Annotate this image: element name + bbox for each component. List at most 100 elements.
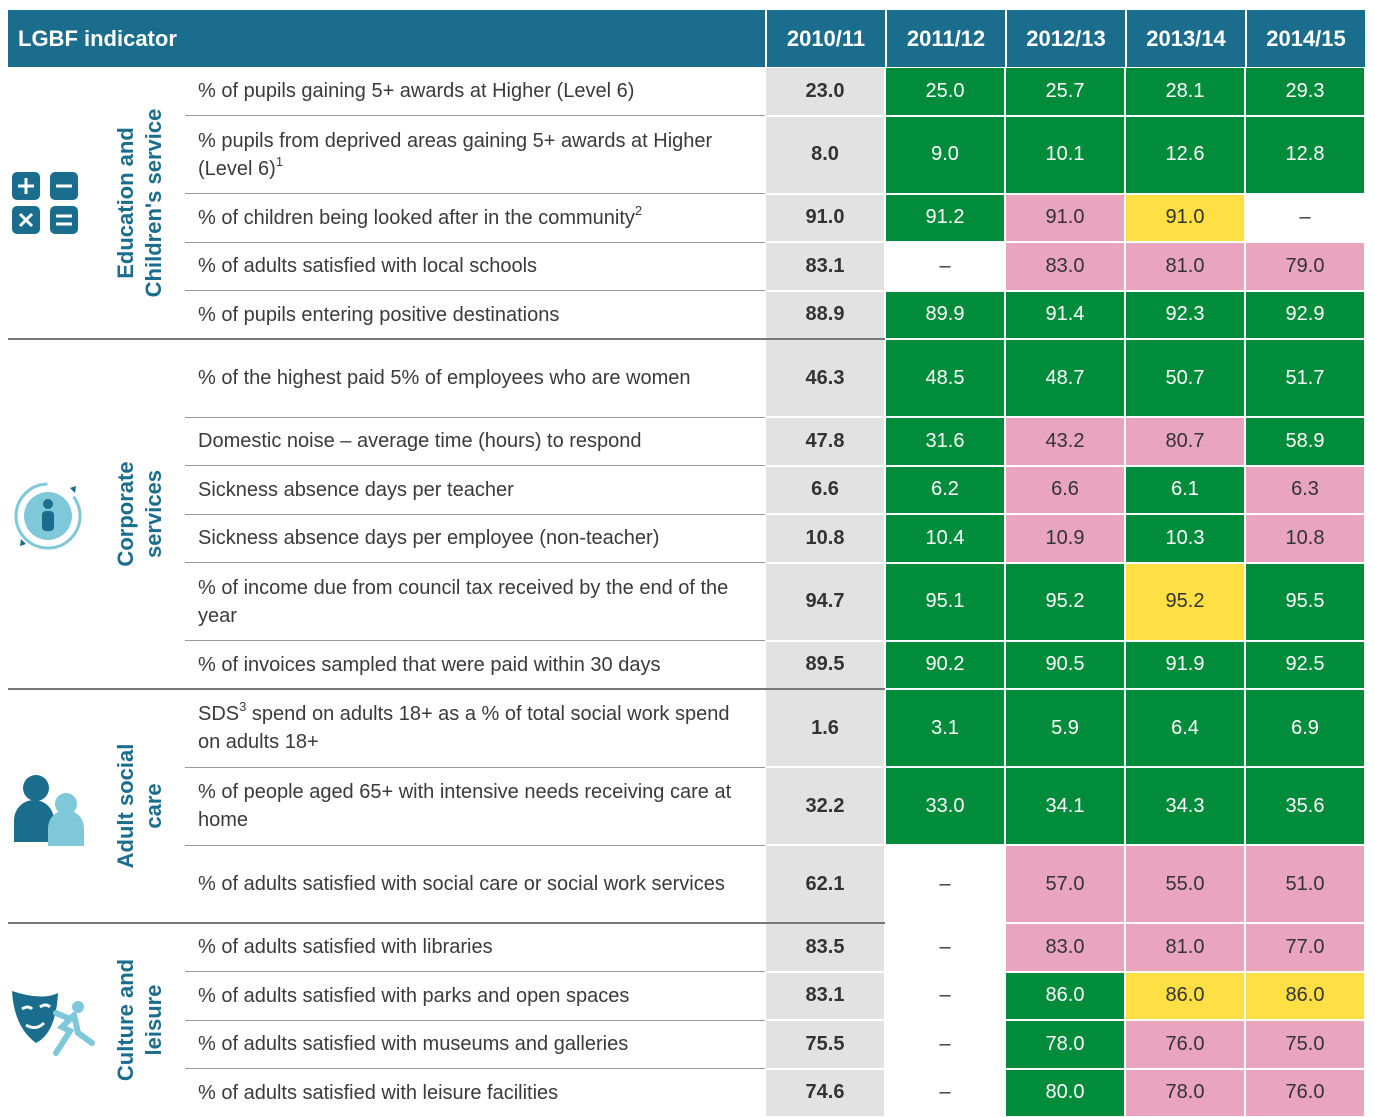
group-label-line: Corporate bbox=[113, 461, 138, 567]
row-rule bbox=[185, 766, 765, 768]
value-cell: 91.4 bbox=[1006, 291, 1124, 338]
value-cell: 46.3 bbox=[766, 340, 884, 416]
indicator-label: % of the highest paid 5% of employees wh… bbox=[198, 364, 691, 392]
value-cell: 76.0 bbox=[1246, 1069, 1364, 1116]
value-cell: 86.0 bbox=[1246, 972, 1364, 1019]
group-label: Education and Children's service bbox=[105, 67, 175, 339]
footnote-mark: 3 bbox=[239, 699, 247, 714]
indicator-label: % of income due from council tax receive… bbox=[198, 574, 755, 630]
row-rule bbox=[185, 513, 765, 515]
text-part: % of adults satisfied with parks and ope… bbox=[198, 984, 630, 1007]
value-cell: 51.0 bbox=[1246, 846, 1364, 922]
value-cell: 48.5 bbox=[886, 340, 1004, 416]
group-label-line: Education and bbox=[113, 127, 138, 279]
value-cell: 75.0 bbox=[1246, 1021, 1364, 1068]
row-rule bbox=[185, 640, 765, 641]
row-rule bbox=[185, 193, 765, 194]
row-rule bbox=[185, 465, 765, 466]
text-part: % of adults satisfied with leisure facil… bbox=[198, 1081, 559, 1104]
text-part: % pupils from deprived areas gaining 5+ … bbox=[198, 129, 713, 180]
text-part: % of adults satisfied with museums and g… bbox=[198, 1033, 629, 1056]
value-cell: 92.9 bbox=[1246, 291, 1364, 338]
group-rule bbox=[8, 688, 885, 690]
indicator-label: % pupils from deprived areas gaining 5+ … bbox=[198, 127, 755, 183]
indicator-label: % of adults satisfied with social care o… bbox=[198, 870, 725, 898]
value-cell: 92.3 bbox=[1126, 291, 1244, 338]
value-cell: 78.0 bbox=[1126, 1069, 1244, 1116]
value-cell: 25.0 bbox=[886, 68, 1004, 115]
value-cell: 33.0 bbox=[886, 768, 1004, 844]
footnote-mark: 2 bbox=[634, 202, 643, 218]
value-cell: 29.3 bbox=[1246, 68, 1364, 115]
text-part: % of people aged 65+ with intensive need… bbox=[198, 781, 732, 831]
value-cell: 32.2 bbox=[766, 768, 884, 844]
value-cell: 83.0 bbox=[1006, 243, 1124, 290]
year-header: 2012/13 bbox=[1005, 10, 1125, 67]
value-cell: 34.3 bbox=[1126, 768, 1244, 844]
value-cell: 75.5 bbox=[766, 1021, 884, 1068]
value-cell: 10.8 bbox=[766, 515, 884, 562]
value-cell: 62.1 bbox=[766, 846, 884, 922]
header-title: LGBF indicator bbox=[18, 25, 177, 51]
text-part: % of income due from council tax receive… bbox=[198, 576, 729, 627]
value-cell: – bbox=[886, 924, 1004, 971]
value-cell: 47.8 bbox=[766, 418, 884, 465]
text-part: % of invoices sampled that were paid wit… bbox=[198, 653, 661, 676]
value-cell: 6.6 bbox=[1006, 466, 1124, 513]
indicator-label: % of pupils entering positive destinatio… bbox=[198, 301, 559, 329]
indicator-text: SDS3 spend on adults 18+ as a % of total… bbox=[185, 689, 765, 767]
indicator-text: % of income due from council tax receive… bbox=[185, 563, 765, 641]
value-cell: 91.0 bbox=[1126, 194, 1244, 241]
value-cell: 10.3 bbox=[1126, 515, 1244, 562]
year-header: 2013/14 bbox=[1125, 10, 1245, 67]
indicator-text: Sickness absence days per employee (non-… bbox=[185, 514, 765, 563]
indicator-text: % of adults satisfied with museums and g… bbox=[185, 1020, 765, 1069]
value-cell: 86.0 bbox=[1126, 972, 1244, 1019]
value-cell: 83.1 bbox=[766, 243, 884, 290]
indicator-text: % of adults satisfied with libraries bbox=[185, 923, 765, 972]
value-cell: 91.9 bbox=[1126, 641, 1244, 688]
value-cell: 10.8 bbox=[1246, 515, 1364, 562]
row-rule bbox=[185, 115, 765, 116]
text-part: Sickness absence days per employee (non-… bbox=[198, 527, 660, 550]
value-cell: 91.0 bbox=[1006, 194, 1124, 241]
group-label: Culture and leisure bbox=[105, 923, 175, 1117]
indicator-text: % of pupils gaining 5+ awards at Higher … bbox=[185, 67, 765, 116]
value-cell: 10.9 bbox=[1006, 515, 1124, 562]
text-part: % of adults satisfied with social care o… bbox=[198, 873, 725, 895]
year-header: 2010/11 bbox=[765, 10, 885, 67]
value-cell: 86.0 bbox=[1006, 972, 1124, 1019]
value-cell: 90.5 bbox=[1006, 641, 1124, 688]
text-part: % of adults satisfied with local schools bbox=[198, 255, 538, 278]
footnote-mark: 1 bbox=[275, 153, 284, 169]
row-rule bbox=[185, 971, 765, 972]
value-cell: 6.6 bbox=[766, 466, 884, 513]
indicator-label: SDS3 spend on adults 18+ as a % of total… bbox=[198, 700, 755, 756]
indicator-text: Sickness absence days per teacher bbox=[185, 466, 765, 515]
value-cell: 58.9 bbox=[1246, 418, 1364, 465]
indicator-text: % of the highest paid 5% of employees wh… bbox=[185, 339, 765, 417]
group-rule bbox=[8, 338, 885, 340]
value-cell: 89.5 bbox=[766, 641, 884, 688]
group-rule bbox=[8, 922, 885, 924]
indicator-text: % of adults satisfied with local schools bbox=[185, 242, 765, 291]
row-rule bbox=[185, 562, 765, 563]
value-cell: 43.2 bbox=[1006, 418, 1124, 465]
adult-care-icon bbox=[14, 775, 84, 846]
indicator-label: % of adults satisfied with parks and ope… bbox=[198, 982, 629, 1010]
value-cell: 83.0 bbox=[1006, 924, 1124, 971]
indicator-label: % of adults satisfied with libraries bbox=[198, 933, 493, 961]
indicator-text: % of pupils entering positive destinatio… bbox=[185, 291, 765, 340]
value-cell: 74.6 bbox=[766, 1069, 884, 1116]
row-rule bbox=[185, 416, 765, 418]
value-cell: 6.3 bbox=[1246, 466, 1364, 513]
group-label: Corporate services bbox=[105, 339, 175, 689]
group-label-line: services bbox=[141, 469, 166, 559]
value-cell: – bbox=[886, 1021, 1004, 1068]
value-cell: 10.4 bbox=[886, 515, 1004, 562]
value-cell: 81.0 bbox=[1126, 924, 1244, 971]
indicator-text: % of people aged 65+ with intensive need… bbox=[185, 767, 765, 845]
value-cell: 89.9 bbox=[886, 291, 1004, 338]
text-part: % of children being looked after in the … bbox=[198, 206, 635, 229]
